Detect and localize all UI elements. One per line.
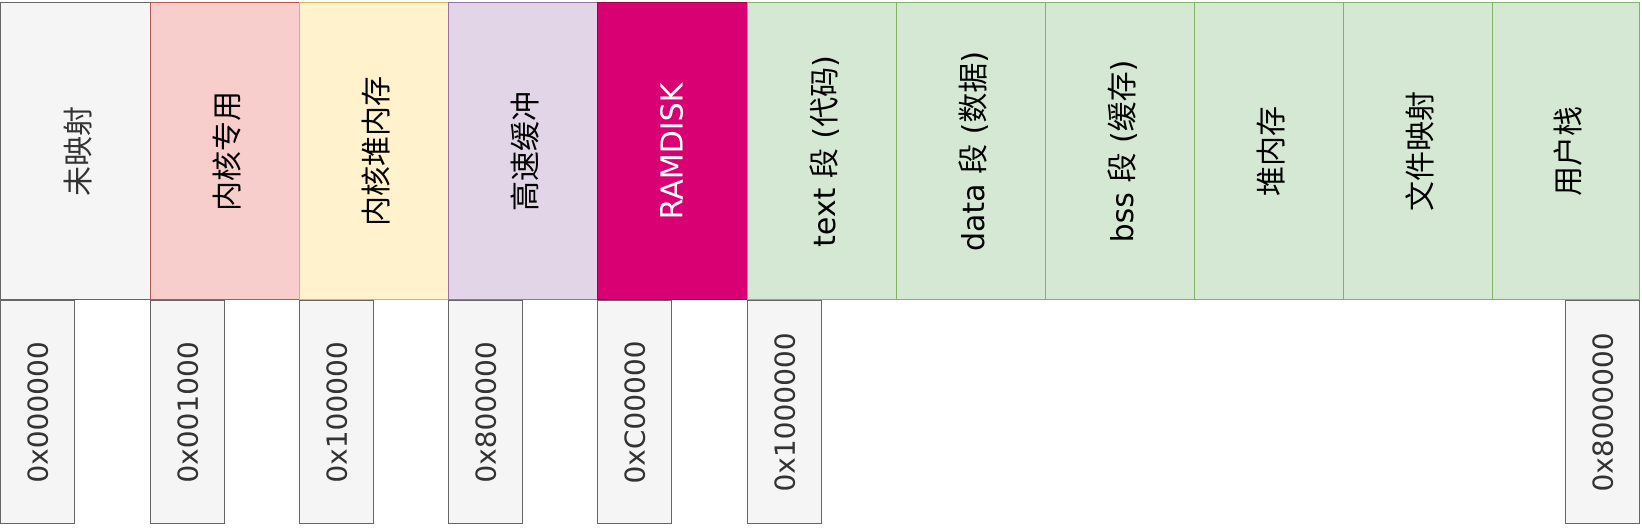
address-label: 0xC00000 xyxy=(618,340,651,484)
segment-label: 堆内存 xyxy=(1255,106,1290,196)
address-label: 0x800000 xyxy=(469,341,502,483)
segment-user-stack: 用户栈 xyxy=(1492,2,1640,300)
address-label: 0x1000000 xyxy=(768,332,801,492)
address-marker: 0x000000 xyxy=(0,300,75,524)
segment-kernel-reserved: 内核专用 xyxy=(150,2,300,300)
segment-unmapped: 未映射 xyxy=(0,2,151,300)
segment-data: data 段 (数据) xyxy=(896,2,1046,300)
address-label: 0x000000 xyxy=(21,341,54,483)
segment-label: text 段 (代码) xyxy=(808,55,843,247)
segment-label: bss 段 (缓存) xyxy=(1106,59,1141,243)
segment-label: 高速缓冲 xyxy=(509,91,544,211)
segment-label: 内核专用 xyxy=(211,91,246,211)
segment-file-mapping: 文件映射 xyxy=(1343,2,1493,300)
segment-kernel-heap: 内核堆内存 xyxy=(299,2,449,300)
segment-label: 文件映射 xyxy=(1404,91,1439,211)
address-marker: 0x100000 xyxy=(299,300,374,524)
segment-label: 内核堆内存 xyxy=(360,76,395,226)
address-marker: 0xC00000 xyxy=(597,300,672,524)
address-label: 0x100000 xyxy=(320,341,353,483)
segment-label: RAMDISK xyxy=(655,82,690,220)
segment-label: 用户栈 xyxy=(1552,106,1587,196)
segment-ramdisk: RAMDISK xyxy=(597,2,748,300)
address-label: 0x001000 xyxy=(171,341,204,483)
address-marker: 0x001000 xyxy=(150,300,225,524)
segment-buffer-cache: 高速缓冲 xyxy=(448,2,598,300)
address-marker: 0x800000 xyxy=(448,300,523,524)
segment-label: data 段 (数据) xyxy=(957,50,992,252)
address-label: 0x8000000 xyxy=(1586,332,1619,492)
segment-label: 未映射 xyxy=(61,106,97,196)
segment-bss: bss 段 (缓存) xyxy=(1045,2,1195,300)
segment-heap: 堆内存 xyxy=(1194,2,1344,300)
address-marker: 0x1000000 xyxy=(747,300,822,524)
address-marker: 0x8000000 xyxy=(1565,300,1640,524)
segment-text: text 段 (代码) xyxy=(747,2,897,300)
